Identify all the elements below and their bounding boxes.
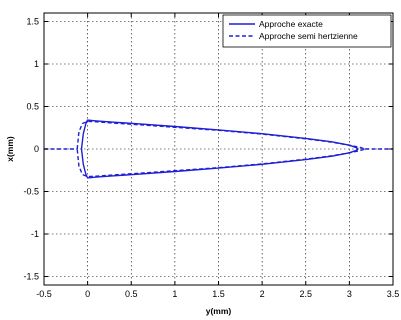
y-tick-label: -0.5 xyxy=(23,187,39,197)
y-tick-label: 1.5 xyxy=(26,17,39,27)
x-tick-label: 0.5 xyxy=(125,289,138,299)
x-tick-label: -0.5 xyxy=(36,289,52,299)
x-tick-label: 2.5 xyxy=(299,289,312,299)
grid xyxy=(44,13,393,285)
y-tick-label: -1 xyxy=(31,229,39,239)
x-tick-label: 1 xyxy=(172,289,177,299)
y-tick-label: 0.5 xyxy=(26,102,39,112)
y-tick-label: -1.5 xyxy=(23,272,39,282)
legend-label: Approche exacte xyxy=(259,19,323,29)
legend-label: Approche semi hertzienne xyxy=(259,31,358,41)
x-tick-label: 3 xyxy=(347,289,352,299)
series-line-approche-semi-hertzienne xyxy=(76,120,366,178)
series-line-approche-exacte xyxy=(80,119,359,179)
series-layer xyxy=(44,119,393,179)
ticks: -0.5 0 0.5 1 1.5 2 2.5 3 3.5 1.5 1 0.5 0 -0.5 -1 -1.5 xyxy=(23,13,399,299)
x-tick-label: 2 xyxy=(260,289,265,299)
x-tick-label: 1.5 xyxy=(212,289,225,299)
x-tick-label: 3.5 xyxy=(387,289,400,299)
x-axis-label: y(mm) xyxy=(206,306,232,316)
y-tick-label: 1 xyxy=(34,59,39,69)
y-axis-label: x(mm) xyxy=(5,136,15,162)
y-tick-label: 0 xyxy=(34,144,39,154)
legend-box xyxy=(222,14,392,48)
x-tick-label: 0 xyxy=(85,289,90,299)
legend: Approche exacte Approche semi hertzienne xyxy=(222,14,392,48)
